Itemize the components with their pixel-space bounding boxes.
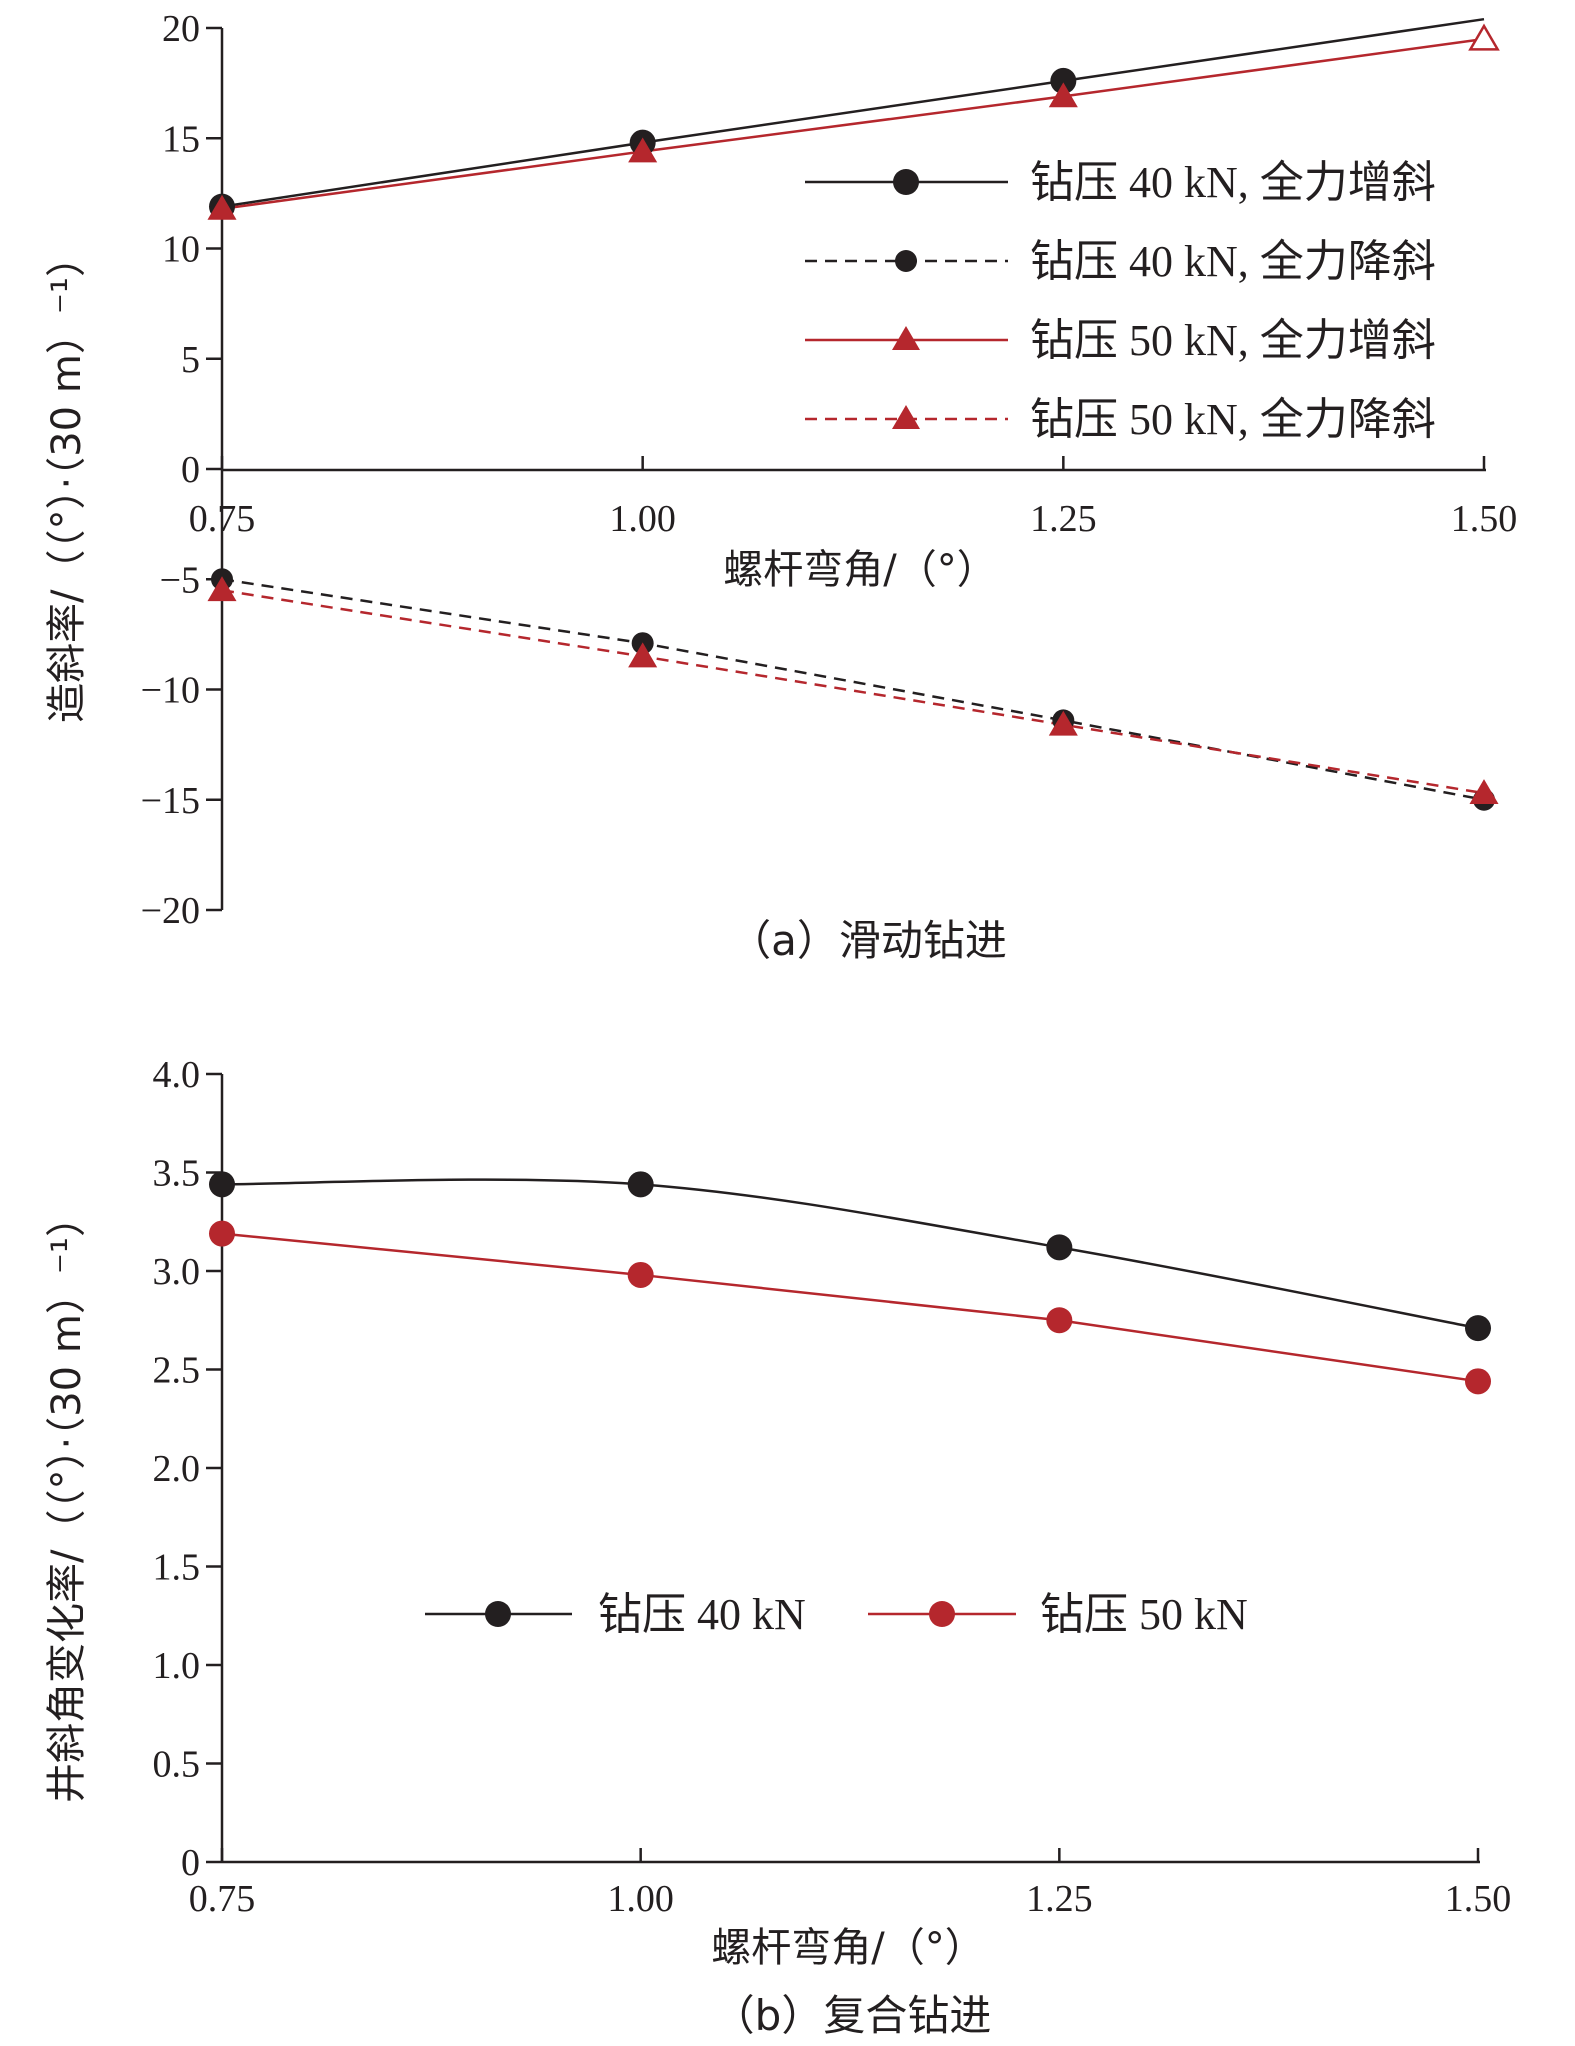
y-tick-label: 20 (162, 8, 200, 50)
y-tick-label: 1.5 (153, 1547, 201, 1589)
legend-item-40kn-build: 钻压 40 kN, 全力增斜 (805, 158, 1436, 207)
data-point (1048, 82, 1078, 108)
chart-a-y-axis-label: 造斜率/（（°）·（30 m）⁻¹） (44, 237, 90, 723)
legend-item-50kn-build: 钻压 50 kN, 全力增斜 (805, 316, 1436, 365)
x-tick-label: 1.00 (607, 1878, 674, 1920)
y-tick-label: 0 (181, 1842, 200, 1884)
legend-marker-50kn (929, 1601, 955, 1627)
series-line (221, 1232, 1479, 1383)
data-point (628, 137, 658, 163)
legend-marker-50kn-drop (892, 405, 920, 429)
x-tick-label: 1.00 (609, 498, 676, 540)
chart-b-tick-labels: 0 0.5 1.0 1.5 2.0 2.5 3.0 3.5 4.0 0.75 1.00 1.25 1.5… (153, 1054, 1512, 1920)
y-tick-label: 4.0 (153, 1054, 201, 1096)
chart-a-tick-labels: −20 −15 −10 −5 0 5 10 15 20 0.75 1.00 1.25 1.50 (141, 8, 1518, 932)
y-tick-label: 0 (181, 449, 200, 491)
chart-b-markers (209, 1171, 1491, 1395)
data-point (628, 642, 658, 668)
chart-a-markers (207, 23, 1500, 811)
data-point (1468, 23, 1500, 51)
legend-label-40kn-build: 钻压 40 kN, 全力增斜 (1030, 158, 1436, 207)
data-point (207, 194, 237, 220)
x-tick-label: 1.50 (1451, 498, 1518, 540)
chart-b-y-axis-label: 井斜角变化率/（（°）·（30 m）⁻¹） (44, 1197, 90, 1803)
legend-label-40kn-drop: 钻压 40 kN, 全力降斜 (1030, 237, 1436, 286)
legend-item-50kn: 钻压 50 kN (868, 1590, 1248, 1639)
legend-label-40kn: 钻压 40 kN (598, 1590, 806, 1639)
legend-label-50kn-build: 钻压 50 kN, 全力增斜 (1030, 316, 1436, 365)
legend-marker-40kn-drop (895, 250, 917, 272)
y-tick-label: −5 (160, 559, 200, 601)
chart-a-caption: （a）滑动钻进 (729, 916, 1007, 965)
y-tick-label: −10 (141, 670, 200, 712)
x-tick-label: 1.50 (1445, 1878, 1512, 1920)
chart-b-x-axis-label: 螺杆弯角/（°） (711, 1925, 984, 1971)
data-point (627, 1171, 654, 1198)
y-tick-label: 1.0 (153, 1645, 201, 1687)
data-point (1050, 67, 1077, 94)
data-point (1469, 779, 1499, 805)
chart-b-series (221, 1178, 1479, 1383)
legend-item-40kn: 钻压 40 kN (425, 1590, 806, 1639)
data-point (1465, 1315, 1491, 1342)
chart-a-axes (206, 26, 1486, 912)
y-tick-label: 3.5 (153, 1153, 201, 1195)
legend-item-40kn-drop: 钻压 40 kN, 全力降斜 (805, 237, 1436, 286)
x-tick-label: 1.25 (1026, 1878, 1093, 1920)
series-line (221, 589, 1485, 795)
chart-a-series (221, 17, 1485, 801)
legend-marker-40kn-build (893, 169, 919, 195)
series-line (221, 1178, 1479, 1330)
y-tick-label: 0.5 (153, 1744, 201, 1786)
chart-b-axes (206, 1072, 1480, 1864)
legend-item-50kn-drop: 钻压 50 kN, 全力降斜 (805, 395, 1436, 444)
x-tick-label: 0.75 (189, 1878, 256, 1920)
legend-marker-50kn-build (892, 326, 920, 350)
data-point (627, 1261, 654, 1288)
y-tick-label: −15 (141, 780, 200, 822)
y-tick-label: 10 (162, 229, 200, 271)
series-line (221, 37, 1485, 211)
data-point (1046, 1234, 1073, 1261)
data-point (1465, 1368, 1491, 1395)
legend-label-50kn: 钻压 50 kN (1040, 1590, 1248, 1639)
y-tick-label: 2.0 (153, 1448, 201, 1490)
x-tick-label: 1.25 (1030, 498, 1097, 540)
x-tick-label: 0.75 (189, 498, 256, 540)
data-point (209, 1220, 235, 1247)
chart-a-legend: 钻压 40 kN, 全力增斜 钻压 40 kN, 全力降斜 钻压 50 kN, … (805, 158, 1436, 444)
data-point (209, 1171, 235, 1198)
y-tick-label: 3.0 (153, 1251, 201, 1293)
chart-b-compound-drilling: 0 0.5 1.0 1.5 2.0 2.5 3.0 3.5 4.0 0.75 1.00 1.25 1.5… (44, 1054, 1511, 2040)
y-tick-label: 2.5 (153, 1350, 201, 1392)
chart-a-sliding-drilling: −20 −15 −10 −5 0 5 10 15 20 0.75 1.00 1.25 1.50 螺杆弯角… (44, 8, 1517, 965)
legend-label-50kn-drop: 钻压 50 kN, 全力降斜 (1030, 395, 1436, 444)
legend-marker-40kn (485, 1601, 511, 1627)
chart-a-x-axis-label: 螺杆弯角/（°） (723, 547, 996, 593)
chart-b-caption: （b）复合钻进 (713, 1991, 992, 2040)
series-line (221, 17, 1485, 208)
series-line (221, 578, 1485, 801)
data-point (1046, 1307, 1073, 1334)
data-point (1048, 710, 1078, 736)
chart-b-legend: 钻压 40 kN 钻压 50 kN (425, 1590, 1248, 1639)
y-tick-label: 15 (162, 118, 200, 160)
y-tick-label: 5 (181, 339, 200, 381)
y-tick-label: −20 (141, 890, 200, 932)
data-point (207, 576, 237, 602)
